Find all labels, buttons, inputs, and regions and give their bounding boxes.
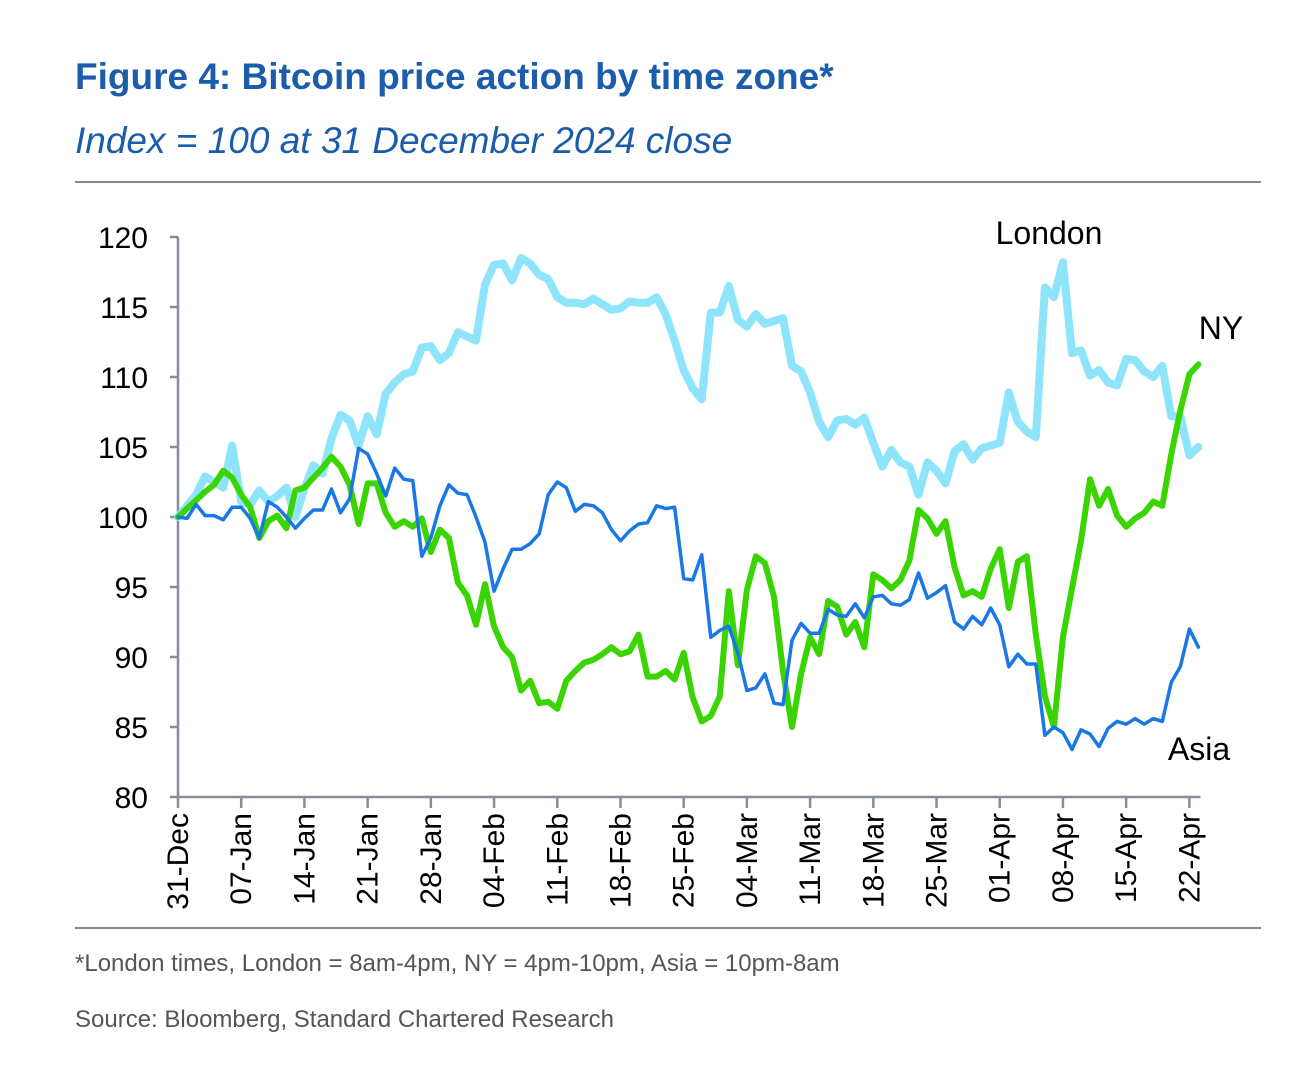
bottom-divider bbox=[75, 927, 1261, 929]
x-tick-label: 28-Jan bbox=[415, 813, 448, 905]
x-tick-label: 04-Mar bbox=[731, 813, 764, 908]
chart-subtitle: Index = 100 at 31 December 2024 close bbox=[75, 120, 733, 161]
x-tick-label: 18-Feb bbox=[604, 813, 637, 908]
series-lines bbox=[174, 254, 1203, 752]
x-tick-label: 11-Feb bbox=[541, 813, 574, 906]
y-tick-label: 105 bbox=[98, 432, 148, 465]
y-tick-label: 90 bbox=[115, 642, 148, 675]
series-label-london: London bbox=[996, 215, 1103, 251]
y-tick-label: 80 bbox=[115, 782, 148, 815]
source-note: Source: Bloomberg, Standard Chartered Re… bbox=[75, 1006, 614, 1033]
y-tick-label: 110 bbox=[100, 362, 148, 395]
x-tick-label: 21-Jan bbox=[352, 813, 385, 905]
y-tick-label: 85 bbox=[115, 712, 148, 745]
x-tick-label: 15-Apr bbox=[1110, 813, 1143, 903]
series-line-asia bbox=[176, 446, 1201, 752]
x-tick-label: 25-Mar bbox=[921, 813, 954, 908]
top-divider bbox=[75, 181, 1261, 183]
chart-title: Figure 4: Bitcoin price action by time z… bbox=[75, 56, 834, 97]
x-tick-label: 08-Apr bbox=[1047, 813, 1080, 903]
footnote: *London times, London = 8am-4pm, NY = 4p… bbox=[75, 950, 840, 977]
y-tick-label: 120 bbox=[98, 222, 148, 255]
x-tick-label: 18-Mar bbox=[857, 813, 890, 908]
x-tick-label: 11-Mar bbox=[794, 813, 827, 906]
x-tick-label: 07-Jan bbox=[225, 813, 258, 905]
series-line-london bbox=[174, 254, 1203, 521]
x-tick-label: 22-Apr bbox=[1173, 813, 1206, 903]
x-tick-label: 04-Feb bbox=[478, 813, 511, 908]
y-tick-label: 95 bbox=[115, 572, 148, 605]
y-tick-label: 100 bbox=[98, 502, 148, 535]
axes: 80 85 90 95 100 105 110 115 120 31-Dec 07-Jan 14-Ja… bbox=[98, 222, 1206, 910]
series-label-ny: NY bbox=[1199, 310, 1243, 346]
x-tick-label: 25-Feb bbox=[668, 813, 701, 908]
x-tick-label: 14-Jan bbox=[288, 813, 321, 905]
x-tick-label: 01-Apr bbox=[984, 813, 1017, 903]
y-tick-label: 115 bbox=[100, 292, 148, 325]
series-line-ny bbox=[175, 361, 1202, 730]
series-label-asia: Asia bbox=[1168, 731, 1230, 767]
x-tick-label: 31-Dec bbox=[162, 813, 195, 910]
